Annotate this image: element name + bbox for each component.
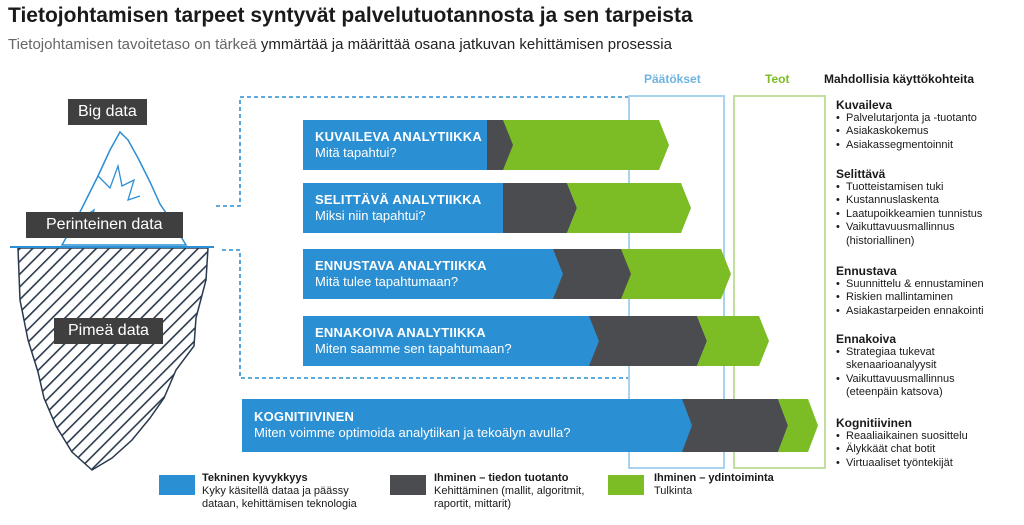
- teot-column-frame: [733, 95, 826, 469]
- use-case-title: Kuvaileva: [836, 98, 893, 112]
- use-case-title: Selittävä: [836, 167, 886, 181]
- use-case-item: Vaikuttavuusmallinnus (eteenpäin katsova…: [836, 373, 986, 400]
- legend-swatch-human: [390, 475, 426, 495]
- segment-technical: [303, 316, 603, 366]
- row-label: KUVAILEVA ANALYTIIKKA Mitä tapahtui?: [315, 129, 482, 161]
- segment-technical: [303, 183, 525, 233]
- subtitle-rest: ymmärtää ja määrittää osana jatkuvan keh…: [256, 36, 672, 53]
- use-case-group: Ennustava Suunnittelu & ennustaminen Ris…: [836, 264, 1021, 319]
- pimea-data-label: Pimeä data: [54, 318, 163, 344]
- row-question: Miten saamme sen tapahtumaan?: [315, 341, 512, 356]
- use-case-item: Suunnittelu & ennustaminen: [836, 278, 1021, 292]
- use-case-item: Vaikuttavuusmallinnus (historiallinen): [836, 221, 976, 248]
- row-title: KUVAILEVA ANALYTIIKKA: [315, 129, 482, 144]
- paatokset-heading: Päätökset: [644, 72, 701, 86]
- row-question: Mitä tapahtui?: [315, 145, 397, 160]
- segment-technical: [303, 249, 565, 299]
- segment-action: [567, 183, 691, 233]
- page-title: Tietojohtamisen tarpeet syntyvät palvelu…: [8, 4, 693, 27]
- row-label: ENNUSTAVA ANALYTIIKKA Mitä tulee tapahtum…: [315, 258, 487, 290]
- use-case-item: Laatupoikkeamien tunnistus: [836, 208, 1021, 222]
- teot-heading: Teot: [765, 72, 790, 86]
- row-label: ENNAKOIVA ANALYTIIKKA Miten saamme sen ta…: [315, 325, 512, 357]
- segment-technical: [242, 399, 694, 452]
- segment-action: [697, 316, 769, 366]
- use-cases-heading: Mahdollisia käyttökohteita: [824, 72, 975, 86]
- row-question: Miksi niin tapahtui?: [315, 208, 426, 223]
- use-case-item: Asiakastarpeiden ennakointi: [836, 305, 1021, 319]
- segment-human: [682, 399, 788, 452]
- use-case-item: Asiakassegmentoinnit: [836, 139, 1021, 153]
- analytics-row: ENNAKOIVA ANALYTIIKKA Miten saamme sen ta…: [303, 316, 769, 366]
- legend-swatch-action: [608, 475, 644, 495]
- row-title: KOGNITIIVINEN: [254, 409, 355, 424]
- analytics-row: KOGNITIIVINEN Miten voimme optimoida anal…: [242, 399, 818, 452]
- use-case-item: Tuotteistamisen tuki: [836, 181, 1021, 195]
- legend-text: Kyky käsitellä dataa ja päässy dataan, k…: [202, 485, 357, 510]
- legend-title: Ihminen – tiedon tuotanto: [434, 472, 569, 484]
- segment-human: [553, 249, 633, 299]
- iceberg-submerged: [17, 247, 209, 471]
- use-case-group: Ennakoiva Strategiaa tukevat skenaarioan…: [836, 332, 1021, 400]
- use-case-item: Palvelutarjonta ja -tuotanto: [836, 112, 1021, 126]
- dashed-connector-upper: [216, 96, 628, 207]
- segment-human: [503, 183, 577, 233]
- use-case-item: Kustannuslaskenta: [836, 194, 1021, 208]
- legend-swatch-technical: [159, 475, 195, 495]
- analytics-row: SELITTÄVÄ ANALYTIIKKA Miksi niin tapahtui…: [303, 183, 691, 233]
- analytics-row: KUVAILEVA ANALYTIIKKA Mitä tapahtui?: [303, 120, 669, 170]
- use-case-item: Riskien mallintaminen: [836, 291, 1021, 305]
- legend-item: Tekninen kyvykkyys Kyky käsitellä dataa j…: [202, 472, 382, 511]
- use-case-title: Kognitiivinen: [836, 416, 912, 430]
- page-subtitle: Tietojohtamisen tavoitetaso on tärkeä ym…: [8, 36, 672, 53]
- legend-item: Ihminen – ydintoiminta Tulkinta: [654, 472, 824, 498]
- row-title: ENNUSTAVA ANALYTIIKKA: [315, 258, 487, 273]
- segment-human: [589, 316, 707, 366]
- segment-action: [621, 249, 731, 299]
- segment-technical: [303, 120, 509, 170]
- use-case-item: Reaaliaikainen suosittelu: [836, 430, 1021, 444]
- legend-text: Kehittäminen (mallit, algoritmit, raport…: [434, 485, 585, 510]
- legend-item: Ihminen – tiedon tuotanto Kehittäminen (m…: [434, 472, 594, 511]
- legend-text: Tulkinta: [654, 485, 693, 497]
- segment-action: [778, 399, 818, 452]
- use-case-title: Ennakoiva: [836, 332, 897, 346]
- row-question: Mitä tulee tapahtumaan?: [315, 274, 459, 289]
- row-title: SELITTÄVÄ ANALYTIIKKA: [315, 192, 482, 207]
- use-case-group: Selittävä Tuotteistamisen tuki Kustannus…: [836, 167, 1021, 248]
- use-case-item: Älykkäät chat botit: [836, 443, 1021, 457]
- use-case-group: Kuvaileva Palvelutarjonta ja -tuotanto A…: [836, 98, 1021, 153]
- use-case-item: Asiakaskokemus: [836, 125, 1021, 139]
- row-label: SELITTÄVÄ ANALYTIIKKA Miksi niin tapahtui…: [315, 192, 481, 224]
- row-question: Miten voimme optimoida analytiikan ja te…: [254, 425, 571, 440]
- dashed-connector-lower: [222, 249, 628, 379]
- row-label: KOGNITIIVINEN Miten voimme optimoida anal…: [254, 409, 571, 441]
- use-case-title: Ennustava: [836, 264, 897, 278]
- iceberg-tip-ridge: [97, 163, 141, 202]
- analytics-row: ENNUSTAVA ANALYTIIKKA Mitä tulee tapahtum…: [303, 249, 731, 299]
- perinteinen-data-label: Perinteinen data: [26, 212, 183, 238]
- row-title: ENNAKOIVA ANALYTIIKKA: [315, 325, 486, 340]
- segment-action: [503, 120, 669, 170]
- use-case-item: Virtuaaliset työntekijät: [836, 457, 1021, 471]
- use-case-item: Strategiaa tukevat skenaarioanalyysit: [836, 346, 956, 373]
- legend-title: Tekninen kyvykkyys: [202, 472, 308, 484]
- legend-title: Ihminen – ydintoiminta: [654, 472, 774, 484]
- use-case-group: Kognitiivinen Reaaliaikainen suosittelu …: [836, 416, 1021, 471]
- subtitle-lead: Tietojohtamisen tavoitetaso on tärkeä: [8, 36, 257, 53]
- big-data-label: Big data: [68, 99, 147, 125]
